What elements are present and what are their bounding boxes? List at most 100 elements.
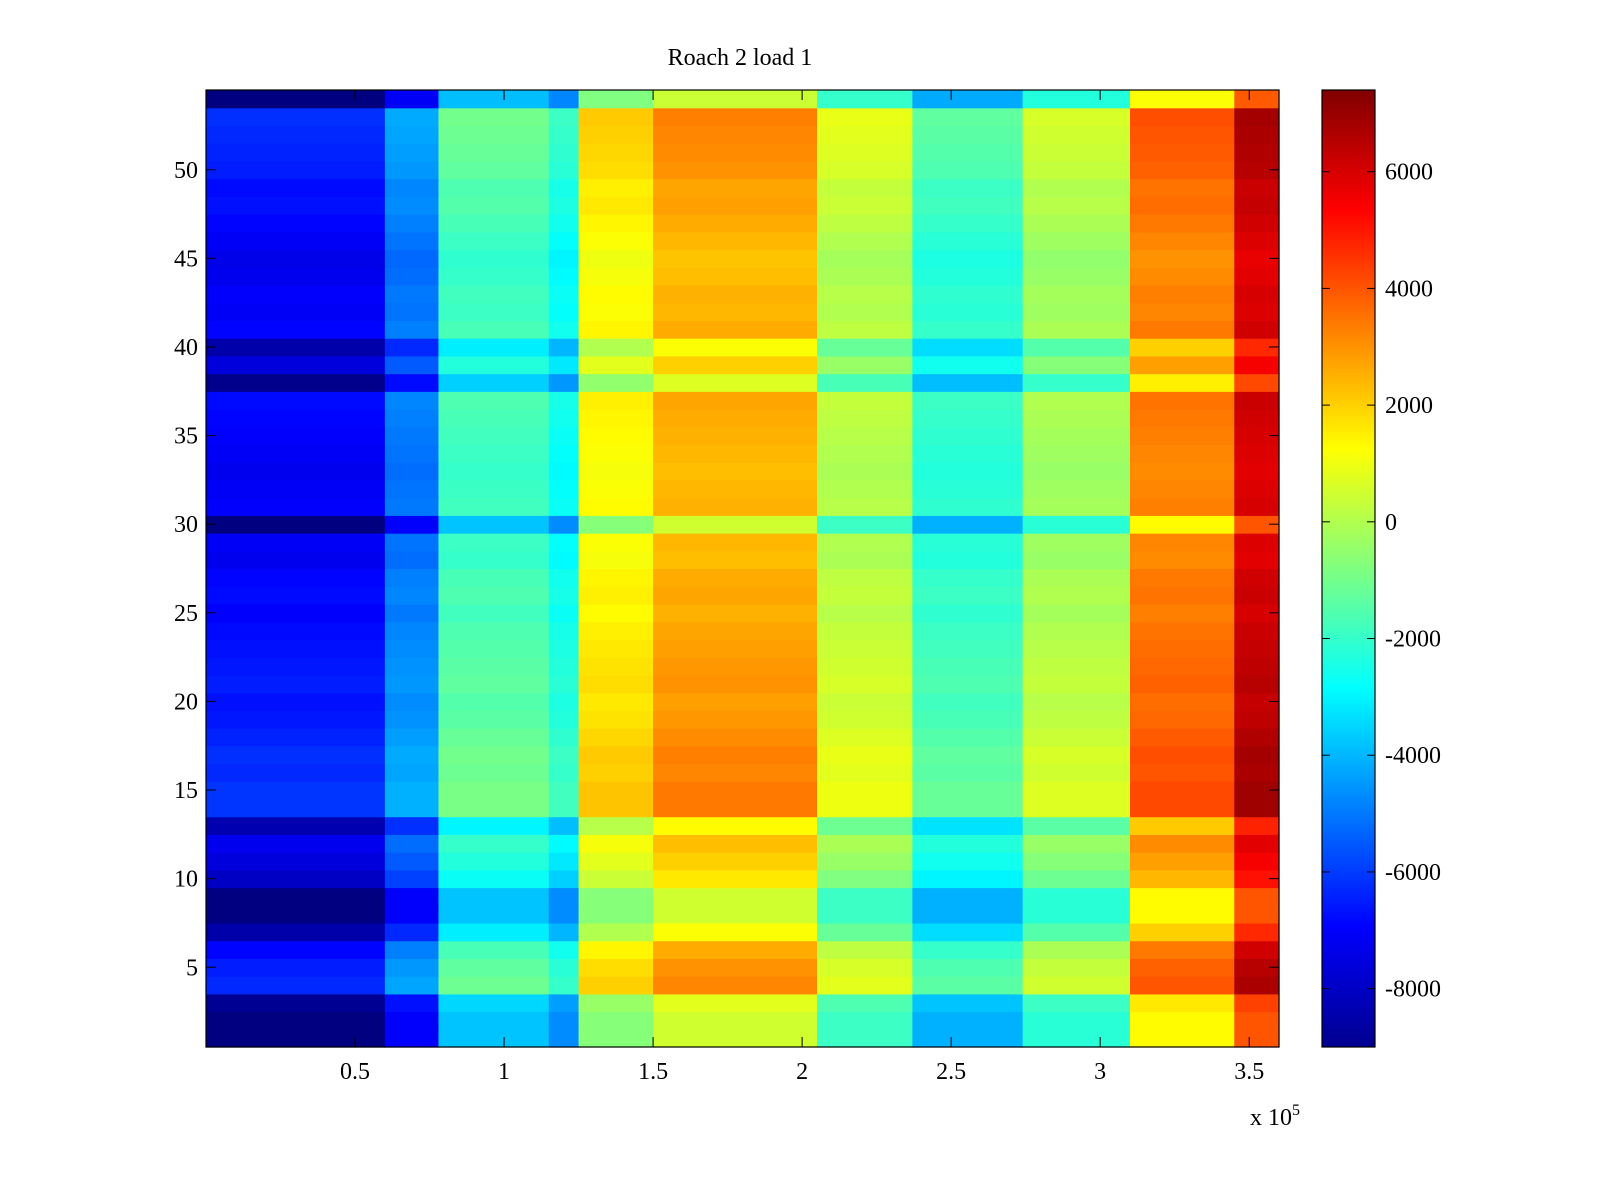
heatmap-cell-r26-s10 — [1234, 586, 1280, 605]
heatmap-cell-r21-s5 — [653, 674, 818, 694]
heatmap-cell-r44-s3 — [548, 267, 580, 286]
heatmap-cell-r50-s10 — [1234, 160, 1280, 180]
heatmap-cells — [206, 90, 1280, 1048]
heatmap-cell-r18-s7 — [912, 728, 1024, 747]
heatmap-cell-r38-s5 — [653, 373, 818, 392]
heatmap-cell-r38-s10 — [1234, 373, 1280, 392]
heatmap-cell-r40-s1 — [384, 338, 440, 357]
heatmap-cell-r1-s9 — [1129, 1029, 1235, 1048]
heatmap-cell-r52-s3 — [548, 125, 580, 144]
heatmap-cell-r8-s10 — [1234, 905, 1280, 924]
heatmap-cell-r16-s9 — [1129, 763, 1235, 782]
heatmap-cell-r2-s9 — [1129, 1011, 1235, 1030]
heatmap-cell-r30-s8 — [1022, 515, 1131, 534]
heatmap-cell-r28-s10 — [1234, 550, 1280, 570]
heatmap-cell-r27-s5 — [653, 568, 818, 587]
heatmap-cell-r6-s2 — [438, 940, 550, 959]
heatmap-cell-r13-s4 — [578, 816, 654, 835]
heatmap-cell-r8-s5 — [653, 905, 818, 924]
heatmap-cell-r46-s3 — [548, 231, 580, 251]
colorbar-tick-label: -4000 — [1385, 743, 1441, 769]
heatmap-cell-r9-s2 — [438, 887, 550, 906]
heatmap-cell-r36-s1 — [384, 409, 440, 428]
heatmap-cell-r5-s9 — [1129, 958, 1235, 977]
x-tick-label: 2.5 — [936, 1059, 966, 1085]
heatmap-cell-r45-s6 — [817, 249, 913, 268]
heatmap-cell-r13-s8 — [1022, 816, 1131, 835]
heatmap-cell-r35-s8 — [1022, 426, 1131, 446]
heatmap-cell-r23-s3 — [548, 639, 580, 658]
heatmap-cell-r19-s2 — [438, 710, 550, 729]
heatmap-cell-r22-s4 — [578, 657, 654, 676]
heatmap-cell-r48-s9 — [1129, 196, 1235, 215]
heatmap-cell-r32-s6 — [817, 479, 913, 499]
heatmap-cell-r43-s1 — [384, 284, 440, 304]
heatmap-cell-r27-s8 — [1022, 568, 1131, 587]
heatmap-cell-r53-s5 — [653, 107, 818, 127]
heatmap-cell-r9-s10 — [1234, 887, 1280, 906]
heatmap-cell-r51-s9 — [1129, 143, 1235, 162]
heatmap-cell-r44-s4 — [578, 267, 654, 286]
heatmap-cell-r34-s8 — [1022, 444, 1131, 463]
heatmap-cell-r9-s5 — [653, 887, 818, 906]
heatmap-cell-r26-s8 — [1022, 586, 1131, 605]
heatmap-cell-r38-s7 — [912, 373, 1024, 392]
heatmap-cell-r10-s4 — [578, 869, 654, 889]
heatmap-cell-r30-s2 — [438, 515, 550, 534]
heatmap-cell-r52-s5 — [653, 125, 818, 144]
heatmap-cell-r48-s2 — [438, 196, 550, 215]
heatmap-cell-r35-s6 — [817, 426, 913, 446]
heatmap-cell-r41-s0 — [206, 320, 386, 339]
heatmap-cell-r48-s1 — [384, 196, 440, 215]
heatmap-cell-r13-s2 — [438, 816, 550, 835]
heatmap-cell-r34-s6 — [817, 444, 913, 463]
heatmap-cell-r41-s7 — [912, 320, 1024, 339]
heatmap-cell-r25-s7 — [912, 603, 1024, 623]
heatmap-cell-r49-s8 — [1022, 178, 1131, 197]
heatmap-cell-r37-s6 — [817, 391, 913, 410]
heatmap-cell-r3-s7 — [912, 993, 1024, 1013]
heatmap-cell-r1-s1 — [384, 1029, 440, 1048]
heatmap-cell-r32-s8 — [1022, 479, 1131, 499]
heatmap-cell-r27-s4 — [578, 568, 654, 587]
x-tick-label: 2 — [796, 1059, 808, 1085]
heatmap-cell-r8-s1 — [384, 905, 440, 924]
heatmap-cell-r15-s5 — [653, 781, 818, 800]
heatmap-cell-r48-s0 — [206, 196, 386, 215]
heatmap-cell-r52-s10 — [1234, 125, 1280, 144]
heatmap-cell-r51-s10 — [1234, 143, 1280, 162]
heatmap-cell-r34-s1 — [384, 444, 440, 463]
heatmap-cell-r36-s7 — [912, 409, 1024, 428]
heatmap-cell-r43-s5 — [653, 284, 818, 304]
heatmap-cell-r32-s9 — [1129, 479, 1235, 499]
heatmap-cell-r25-s8 — [1022, 603, 1131, 623]
heatmap-cell-r38-s3 — [548, 373, 580, 392]
heatmap-cell-r20-s8 — [1022, 692, 1131, 711]
heatmap-cell-r39-s5 — [653, 355, 818, 375]
heatmap-cell-r23-s6 — [817, 639, 913, 658]
plot-area: 0.5 1 1.5 2 2.5 3 3.5 5 10 15 20 25 30 35 40 45 50 — [174, 89, 1280, 1085]
heatmap-cell-r48-s10 — [1234, 196, 1280, 215]
heatmap-cell-r13-s3 — [548, 816, 580, 835]
heatmap-cell-r15-s10 — [1234, 781, 1280, 800]
heatmap-cell-r29-s6 — [817, 533, 913, 552]
heatmap-cell-r11-s4 — [578, 852, 654, 871]
heatmap-cell-r16-s3 — [548, 763, 580, 782]
heatmap-cell-r23-s7 — [912, 639, 1024, 658]
heatmap-cell-r4-s7 — [912, 976, 1024, 995]
heatmap-cell-r17-s7 — [912, 745, 1024, 765]
heatmap-cell-r25-s0 — [206, 603, 386, 623]
heatmap-cell-r50-s1 — [384, 160, 440, 180]
heatmap-cell-r36-s0 — [206, 409, 386, 428]
heatmap-cell-r27-s3 — [548, 568, 580, 587]
heatmap-cell-r37-s5 — [653, 391, 818, 410]
heatmap-cell-r17-s10 — [1234, 745, 1280, 765]
heatmap-cell-r14-s9 — [1129, 798, 1235, 818]
heatmap-cell-r34-s2 — [438, 444, 550, 463]
heatmap-cell-r47-s4 — [578, 214, 654, 233]
heatmap-cell-r24-s10 — [1234, 621, 1280, 640]
heatmap-cell-r14-s10 — [1234, 798, 1280, 818]
heatmap-cell-r29-s3 — [548, 533, 580, 552]
colorbar-tick-label: 6000 — [1385, 160, 1433, 186]
heatmap-cell-r39-s7 — [912, 355, 1024, 375]
